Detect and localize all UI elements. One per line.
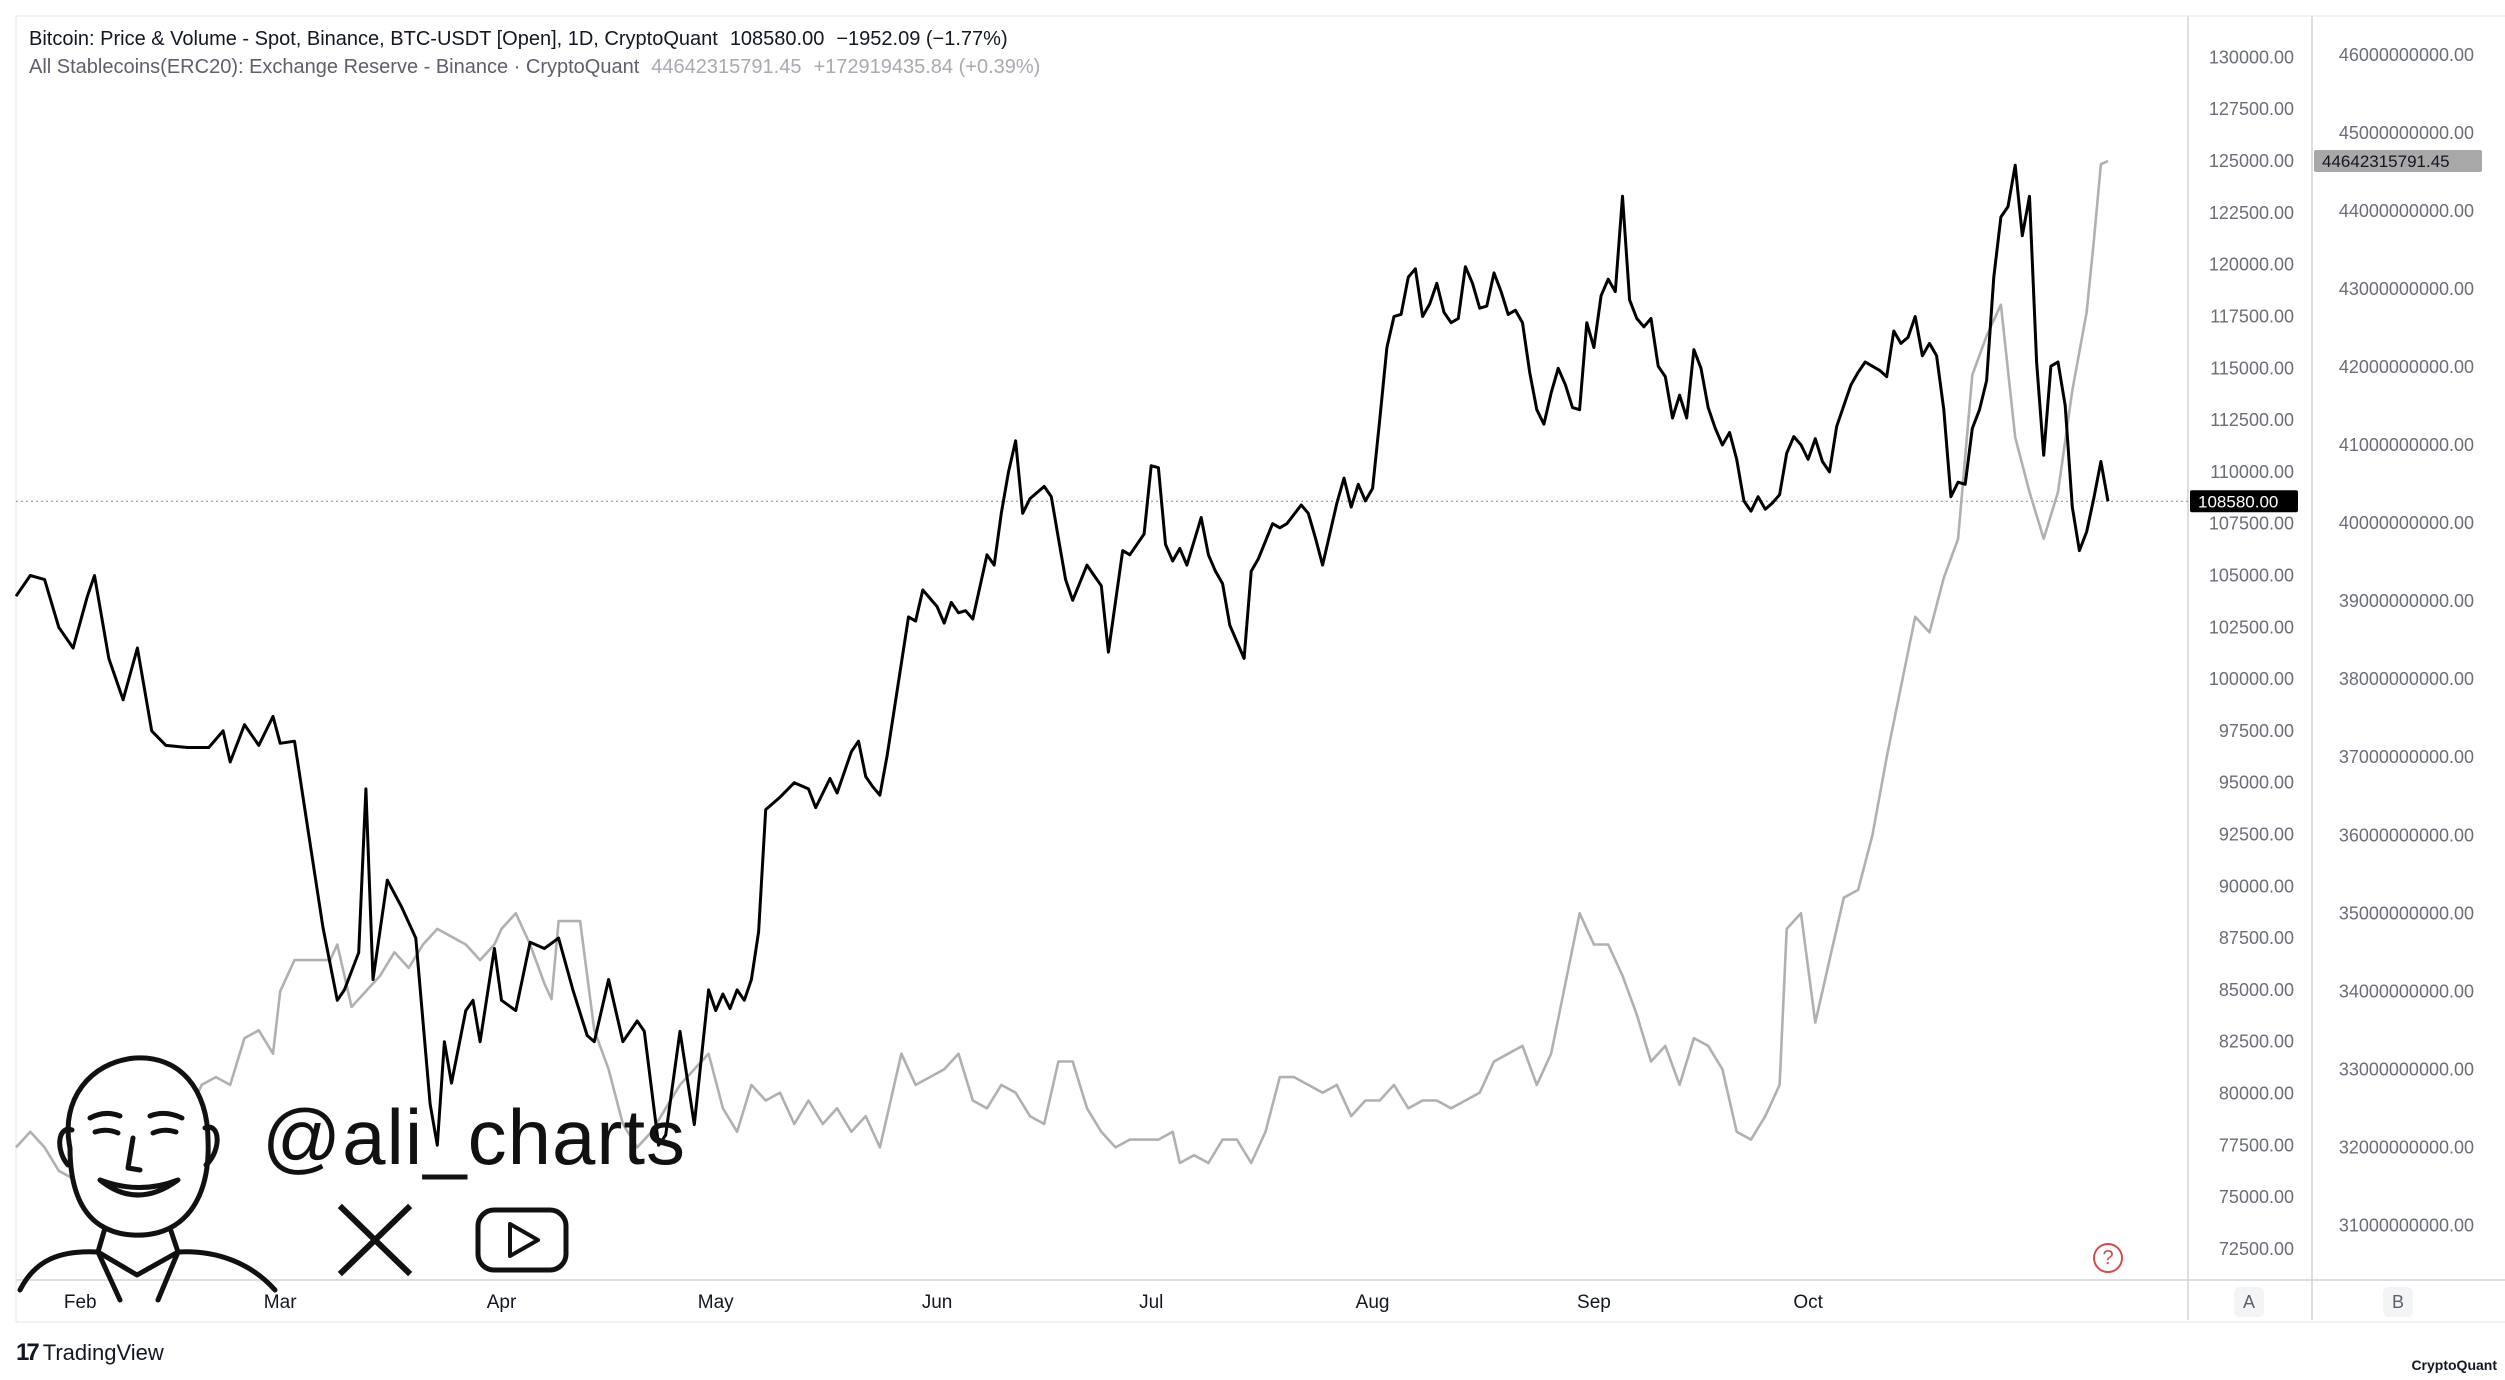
right-axis-tick-label: 37000000000.00 xyxy=(2339,747,2474,767)
right-axis-tick-label: 39000000000.00 xyxy=(2339,591,2474,611)
right-axis-tick-label: 46000000000.00 xyxy=(2339,45,2474,65)
right-axis-tick-label: 38000000000.00 xyxy=(2339,669,2474,689)
current-reserve-label: 44642315791.45 xyxy=(2314,149,2482,172)
left-axis-tick-label: 120000.00 xyxy=(2209,255,2294,275)
left-axis-tick-label: 82500.00 xyxy=(2219,1032,2294,1052)
left-axis-tick-label: 90000.00 xyxy=(2219,876,2294,896)
series-line-bitcoin-price xyxy=(14,163,2110,1147)
legend-stablecoin-name: All Stablecoins(ERC20): Exchange Reserve… xyxy=(29,56,640,78)
left-axis-tick-label: 110000.00 xyxy=(2210,462,2294,482)
legend-stablecoin-value: 44642315791.45 xyxy=(651,56,802,78)
left-axis-tick-label: 130000.00 xyxy=(2209,47,2294,67)
youtube-play-icon[interactable] xyxy=(475,1207,569,1273)
x-axis-tick-label: Apr xyxy=(487,1292,517,1313)
left-axis-tick-label: 77500.00 xyxy=(2219,1135,2294,1155)
watermark-handle: @ali_charts xyxy=(262,1093,687,1181)
left-axis-tick-label: 80000.00 xyxy=(2219,1084,2294,1104)
left-axis-tick-label: 100000.00 xyxy=(2209,669,2294,689)
scale-button-a[interactable]: A xyxy=(2234,1287,2264,1317)
left-axis-tick-label: 127500.00 xyxy=(2209,99,2294,119)
right-axis-tick-label: 41000000000.00 xyxy=(2339,435,2474,455)
right-axis-tick-label: 34000000000.00 xyxy=(2339,981,2474,1001)
tradingview-mark-icon: 17 xyxy=(16,1339,40,1366)
legend-btc[interactable]: Bitcoin: Price & Volume - Spot, Binance,… xyxy=(29,26,1008,52)
help-button[interactable]: ? xyxy=(2093,1243,2123,1273)
x-axis-tick-label: May xyxy=(698,1292,734,1313)
legend-btc-change: −1952.09 (−1.77%) xyxy=(836,28,1008,50)
left-axis-tick-label: 115000.00 xyxy=(2210,358,2294,378)
tradingview-brand: TradingView xyxy=(42,1340,164,1365)
x-axis-tick-label: Sep xyxy=(1577,1292,1611,1313)
tradingview-logo[interactable]: 17 TradingView xyxy=(16,1339,164,1367)
left-axis-tick-label: 122500.00 xyxy=(2209,203,2294,223)
legend-btc-name: Bitcoin: Price & Volume - Spot, Binance,… xyxy=(29,28,718,50)
cryptoquant-logo: CryptoQuant xyxy=(2411,1357,2497,1373)
x-axis-tick-label: Jul xyxy=(1139,1292,1163,1313)
left-axis-tick-label: 92500.00 xyxy=(2219,824,2294,844)
scale-button-b[interactable]: B xyxy=(2383,1287,2413,1317)
right-axis-tick-label: 42000000000.00 xyxy=(2339,357,2474,377)
x-axis[interactable]: Feb Mar Apr May Jun Jul Aug Sep Oct xyxy=(64,1292,1824,1313)
x-axis-tick-label: Mar xyxy=(264,1292,297,1313)
left-axis-tick-label: 117500.00 xyxy=(2210,306,2294,326)
right-axis-tick-label: 35000000000.00 xyxy=(2339,903,2474,923)
cartoon-portrait xyxy=(17,1055,278,1303)
left-axis-tick-label: 87500.00 xyxy=(2219,928,2294,948)
x-logo-icon[interactable] xyxy=(337,1203,413,1277)
left-axis-tick-label: 85000.00 xyxy=(2219,980,2294,1000)
series-line-stablecoin-reserve xyxy=(15,159,2109,1196)
left-axis-tick-label: 125000.00 xyxy=(2209,151,2294,171)
left-axis-tick-label: 112500.00 xyxy=(2210,410,2294,430)
right-axis-tick-label: 44000000000.00 xyxy=(2339,201,2474,221)
left-axis-tick-label: 105000.00 xyxy=(2209,565,2294,585)
legend-stablecoin-change: +172919435.84 (+0.39%) xyxy=(813,56,1041,78)
right-axis-tick-label: 43000000000.00 xyxy=(2339,279,2474,299)
left-axis-tick-label: 102500.00 xyxy=(2209,617,2294,637)
x-axis-tick-label: Aug xyxy=(1356,1292,1390,1313)
x-axis-tick-label: Feb xyxy=(64,1292,97,1313)
right-axis-tick-label: 31000000000.00 xyxy=(2339,1215,2474,1235)
left-axis-tick-label: 95000.00 xyxy=(2219,773,2294,793)
x-axis-tick-label: Jun xyxy=(922,1292,953,1313)
legend-btc-value: 108580.00 xyxy=(729,28,825,50)
right-y-axis[interactable]: 46000000000.00 45000000000.00 44000000000.… xyxy=(2339,45,2474,1235)
right-axis-tick-label: 33000000000.00 xyxy=(2339,1059,2474,1079)
legend-stablecoin[interactable]: All Stablecoins(ERC20): Exchange Reserve… xyxy=(29,54,1040,80)
current-price-label-text: 108580.00 xyxy=(2198,492,2278,511)
left-y-axis[interactable]: 130000.00 127500.00 125000.00 122500.00 1200… xyxy=(2209,47,2294,1258)
current-reserve-label-text: 44642315791.45 xyxy=(2322,152,2450,171)
right-axis-tick-label: 36000000000.00 xyxy=(2339,825,2474,845)
current-price-label: 108580.00 xyxy=(2190,490,2298,513)
right-axis-tick-label: 32000000000.00 xyxy=(2339,1137,2474,1157)
x-axis-tick-label: Oct xyxy=(1793,1292,1823,1313)
left-axis-tick-label: 97500.00 xyxy=(2219,721,2294,741)
left-axis-tick-label: 75000.00 xyxy=(2219,1187,2294,1207)
right-axis-tick-label: 45000000000.00 xyxy=(2339,123,2474,143)
left-axis-tick-label: 72500.00 xyxy=(2219,1239,2294,1259)
left-axis-tick-label: 107500.00 xyxy=(2209,514,2294,534)
right-axis-tick-label: 40000000000.00 xyxy=(2339,513,2474,533)
